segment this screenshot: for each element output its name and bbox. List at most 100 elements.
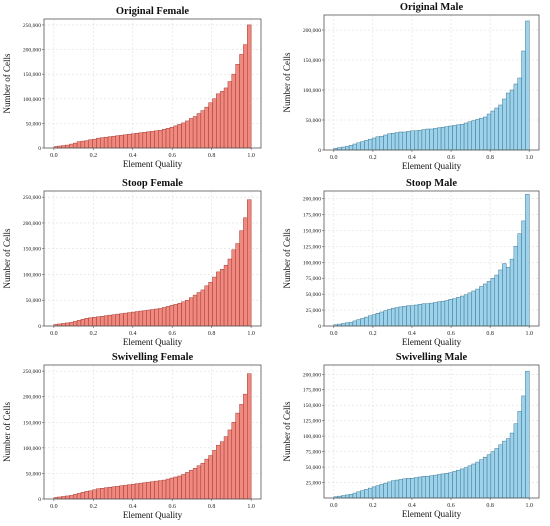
histogram-bar xyxy=(352,143,357,151)
histogram-bar xyxy=(425,303,430,327)
histogram-bar xyxy=(231,422,236,500)
histogram-bar xyxy=(444,300,449,327)
y-tick-label: 100,000 xyxy=(23,272,41,278)
histogram-bar xyxy=(142,482,147,500)
histogram-bar xyxy=(169,127,175,149)
histogram-bar xyxy=(150,309,155,327)
y-tick-label: 100,000 xyxy=(23,97,41,103)
histogram-bar xyxy=(154,130,159,149)
histogram-bar xyxy=(185,300,190,327)
histogram-bar xyxy=(460,123,465,151)
y-tick-label: 25,000 xyxy=(306,481,322,487)
histogram-bar xyxy=(467,121,472,151)
histogram-bar xyxy=(379,311,384,327)
histogram-bar xyxy=(134,311,140,327)
x-tick-label: 0.6 xyxy=(168,504,176,510)
histogram-bar xyxy=(204,458,209,500)
histogram-bar xyxy=(239,404,244,500)
histogram-bar xyxy=(429,302,434,327)
histogram-bar xyxy=(498,269,503,327)
y-tick-label: 0 xyxy=(38,497,41,503)
x-tick-label: 1.0 xyxy=(525,331,533,337)
x-tick-label: 0.2 xyxy=(369,155,377,161)
y-tick-label: 200,000 xyxy=(303,197,321,203)
histogram-bar xyxy=(212,276,217,327)
histogram-bar xyxy=(243,44,248,149)
histogram-bar xyxy=(348,144,354,151)
y-tick-label: 100,000 xyxy=(23,446,41,452)
histogram-bar xyxy=(227,429,233,500)
histogram-bar xyxy=(471,290,476,327)
histogram-bar xyxy=(208,102,213,149)
x-tick-label: 0.2 xyxy=(90,504,98,510)
histogram-bar xyxy=(76,320,82,327)
histogram-bar xyxy=(440,300,446,327)
y-tick-label: 150,000 xyxy=(303,228,321,234)
y-tick-label: 175,000 xyxy=(303,388,321,394)
histogram-bar xyxy=(103,136,109,149)
y-tick-label: 125,000 xyxy=(303,419,321,425)
histogram-bar xyxy=(517,233,522,327)
histogram-bar xyxy=(119,134,124,149)
histogram-bar xyxy=(502,98,507,151)
histogram-bar xyxy=(348,321,354,327)
histogram-bar xyxy=(146,481,151,500)
histogram-bar xyxy=(433,302,438,327)
histogram-bar xyxy=(243,393,248,500)
histogram-bar xyxy=(173,476,178,500)
histogram-bar xyxy=(219,441,225,500)
histogram-bar xyxy=(92,489,97,500)
histogram-bar xyxy=(383,134,388,151)
histogram-bar xyxy=(490,278,495,327)
histogram-bar xyxy=(506,267,511,327)
histogram-bar xyxy=(138,310,144,327)
histogram-bar xyxy=(467,292,472,327)
x-tick-label: 0.6 xyxy=(447,503,455,509)
histogram-bar xyxy=(123,312,128,327)
histogram-bar xyxy=(208,281,213,327)
histogram-bar xyxy=(235,412,240,500)
histogram-bar xyxy=(506,92,511,151)
histogram-bar xyxy=(131,483,136,500)
histogram-bar xyxy=(84,318,89,327)
x-tick-label: 0.0 xyxy=(50,504,58,510)
histogram-bar xyxy=(239,230,244,327)
histogram-bar xyxy=(216,93,221,149)
histogram-bar xyxy=(475,288,480,327)
histogram-bar xyxy=(192,468,198,500)
histogram-bar xyxy=(158,130,163,149)
histogram-bar xyxy=(398,131,403,151)
y-tick-label: 150,000 xyxy=(303,403,321,409)
histogram-bar xyxy=(425,476,430,499)
x-tick-label: 0.6 xyxy=(447,155,455,161)
x-tick-label: 0.4 xyxy=(408,155,416,161)
histogram-bar xyxy=(368,315,373,327)
x-tick-label: 0.6 xyxy=(168,153,176,159)
histogram-bar xyxy=(65,144,70,149)
histogram-bar xyxy=(227,258,233,327)
histogram-bar xyxy=(103,487,109,500)
histogram-bar xyxy=(65,322,70,327)
histogram-bar xyxy=(216,271,221,327)
histogram-bar xyxy=(138,482,144,500)
histogram-bar xyxy=(360,490,365,499)
histogram-bar xyxy=(479,459,484,499)
histogram-bar xyxy=(80,319,86,327)
histogram-bar xyxy=(150,481,155,500)
histogram-bar xyxy=(200,110,205,149)
histogram-bar xyxy=(115,313,120,327)
histogram-bar xyxy=(406,131,411,151)
histogram-bar xyxy=(483,456,488,499)
x-tick-label: 0.4 xyxy=(408,503,416,509)
histogram-bar xyxy=(223,436,229,500)
histogram-bar xyxy=(513,423,518,499)
histogram-bar xyxy=(146,309,151,327)
histogram-bar xyxy=(107,136,113,149)
histogram-bar xyxy=(356,319,361,327)
x-tick-label: 0.4 xyxy=(129,153,137,159)
histogram-bar xyxy=(84,140,89,149)
histogram-bar xyxy=(92,138,97,149)
histogram-bar xyxy=(96,316,101,327)
histogram-bar xyxy=(127,484,132,500)
